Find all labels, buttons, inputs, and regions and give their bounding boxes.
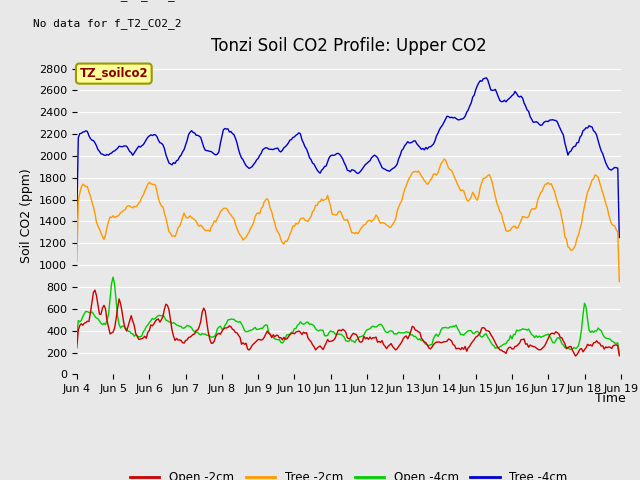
Text: TZ_soilco2: TZ_soilco2 xyxy=(79,67,148,80)
Y-axis label: Soil CO2 (ppm): Soil CO2 (ppm) xyxy=(20,168,33,264)
Title: Tonzi Soil CO2 Profile: Upper CO2: Tonzi Soil CO2 Profile: Upper CO2 xyxy=(211,36,486,55)
Text: No data for f_T2_CO2_2: No data for f_T2_CO2_2 xyxy=(33,18,182,29)
X-axis label: Time: Time xyxy=(595,392,626,405)
Legend: Open -2cm, Tree -2cm, Open -4cm, Tree -4cm: Open -2cm, Tree -2cm, Open -4cm, Tree -4… xyxy=(125,467,572,480)
